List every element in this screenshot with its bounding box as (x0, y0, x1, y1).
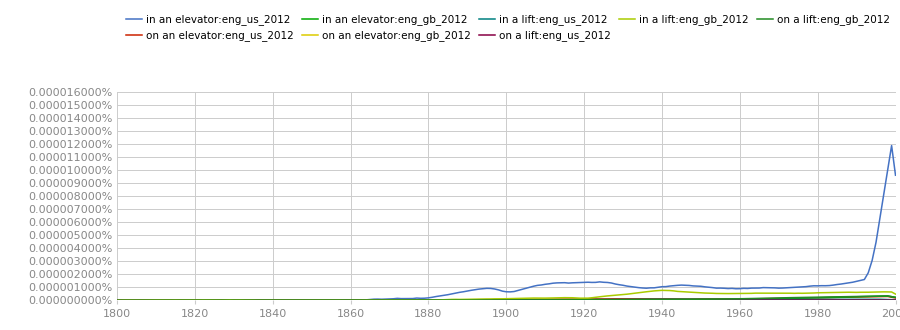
in a lift:eng_us_2012 (438, 298, 449, 302)
on an elevator:eng_gb_2012 (396, 298, 407, 302)
on a lift:eng_us_2012 (890, 298, 900, 302)
on a lift:eng_us_2012 (532, 298, 543, 302)
in an elevator:eng_gb_2012 (396, 298, 407, 302)
on a lift:eng_gb_2012 (170, 298, 181, 302)
in a lift:eng_gb_2012 (115, 298, 126, 302)
in an elevator:eng_gb_2012 (112, 298, 122, 302)
in an elevator:eng_gb_2012 (115, 298, 126, 302)
on an elevator:eng_us_2012 (182, 298, 193, 302)
in an elevator:eng_us_2012 (536, 283, 546, 287)
on an elevator:eng_gb_2012 (182, 298, 193, 302)
on an elevator:eng_us_2012 (536, 297, 546, 301)
in a lift:eng_us_2012 (115, 298, 126, 302)
on a lift:eng_gb_2012 (185, 298, 196, 302)
in a lift:eng_us_2012 (875, 297, 886, 301)
in an elevator:eng_us_2012 (400, 297, 410, 301)
in an elevator:eng_us_2012 (112, 298, 122, 302)
on a lift:eng_gb_2012 (443, 298, 454, 302)
Line: on an elevator:eng_us_2012: on an elevator:eng_us_2012 (117, 296, 896, 300)
Line: in an elevator:eng_gb_2012: in an elevator:eng_gb_2012 (117, 296, 896, 300)
on a lift:eng_us_2012 (396, 298, 407, 302)
in a lift:eng_us_2012 (532, 298, 543, 302)
in a lift:eng_gb_2012 (400, 298, 410, 302)
in an elevator:eng_us_2012 (890, 173, 900, 177)
on a lift:eng_gb_2012 (400, 298, 410, 302)
on a lift:eng_us_2012 (824, 298, 834, 302)
in a lift:eng_gb_2012 (120, 298, 130, 302)
in a lift:eng_gb_2012 (536, 296, 546, 300)
on an elevator:eng_us_2012 (346, 298, 356, 302)
in a lift:eng_gb_2012 (443, 298, 454, 302)
on an elevator:eng_gb_2012 (532, 298, 543, 302)
in a lift:eng_gb_2012 (890, 292, 900, 296)
in an elevator:eng_gb_2012 (438, 298, 449, 302)
on an elevator:eng_us_2012 (890, 296, 900, 300)
on an elevator:eng_us_2012 (112, 298, 122, 302)
on a lift:eng_us_2012 (878, 298, 889, 302)
in an elevator:eng_us_2012 (150, 298, 161, 302)
on an elevator:eng_us_2012 (443, 298, 454, 302)
Line: in a lift:eng_gb_2012: in a lift:eng_gb_2012 (117, 290, 896, 300)
in an elevator:eng_gb_2012 (182, 298, 193, 302)
Line: in an elevator:eng_us_2012: in an elevator:eng_us_2012 (117, 146, 896, 300)
in a lift:eng_us_2012 (182, 298, 193, 302)
in an elevator:eng_us_2012 (828, 283, 839, 287)
in a lift:eng_us_2012 (112, 298, 122, 302)
in an elevator:eng_us_2012 (886, 144, 897, 148)
on a lift:eng_gb_2012 (882, 294, 893, 298)
in an elevator:eng_gb_2012 (882, 294, 893, 298)
in a lift:eng_gb_2012 (656, 288, 667, 292)
on an elevator:eng_us_2012 (400, 298, 410, 302)
on a lift:eng_us_2012 (438, 298, 449, 302)
in an elevator:eng_gb_2012 (890, 295, 900, 299)
on an elevator:eng_us_2012 (882, 294, 893, 298)
in an elevator:eng_gb_2012 (824, 295, 834, 299)
on a lift:eng_gb_2012 (890, 295, 900, 299)
on an elevator:eng_us_2012 (828, 295, 839, 299)
on an elevator:eng_gb_2012 (115, 298, 126, 302)
in an elevator:eng_us_2012 (185, 298, 196, 302)
in a lift:eng_gb_2012 (185, 298, 196, 302)
in a lift:eng_us_2012 (396, 298, 407, 302)
Line: on a lift:eng_gb_2012: on a lift:eng_gb_2012 (117, 296, 896, 300)
on a lift:eng_gb_2012 (115, 298, 126, 302)
on a lift:eng_gb_2012 (828, 295, 839, 299)
on an elevator:eng_us_2012 (115, 298, 126, 302)
on a lift:eng_us_2012 (115, 298, 126, 302)
in an elevator:eng_us_2012 (115, 298, 126, 302)
in a lift:eng_us_2012 (890, 298, 900, 302)
on a lift:eng_us_2012 (182, 298, 193, 302)
on a lift:eng_gb_2012 (536, 298, 546, 302)
in a lift:eng_gb_2012 (112, 298, 122, 302)
in a lift:eng_gb_2012 (832, 290, 842, 294)
in an elevator:eng_gb_2012 (532, 298, 543, 302)
on an elevator:eng_gb_2012 (890, 298, 900, 302)
on an elevator:eng_gb_2012 (878, 298, 889, 302)
on an elevator:eng_gb_2012 (438, 298, 449, 302)
on a lift:eng_us_2012 (112, 298, 122, 302)
Line: in a lift:eng_us_2012: in a lift:eng_us_2012 (117, 299, 896, 300)
in a lift:eng_us_2012 (824, 297, 834, 301)
on an elevator:eng_gb_2012 (112, 298, 122, 302)
in an elevator:eng_us_2012 (443, 293, 454, 297)
Legend: in an elevator:eng_us_2012, on an elevator:eng_us_2012, in an elevator:eng_gb_20: in an elevator:eng_us_2012, on an elevat… (122, 10, 894, 46)
on a lift:eng_gb_2012 (112, 298, 122, 302)
on an elevator:eng_gb_2012 (824, 298, 834, 302)
